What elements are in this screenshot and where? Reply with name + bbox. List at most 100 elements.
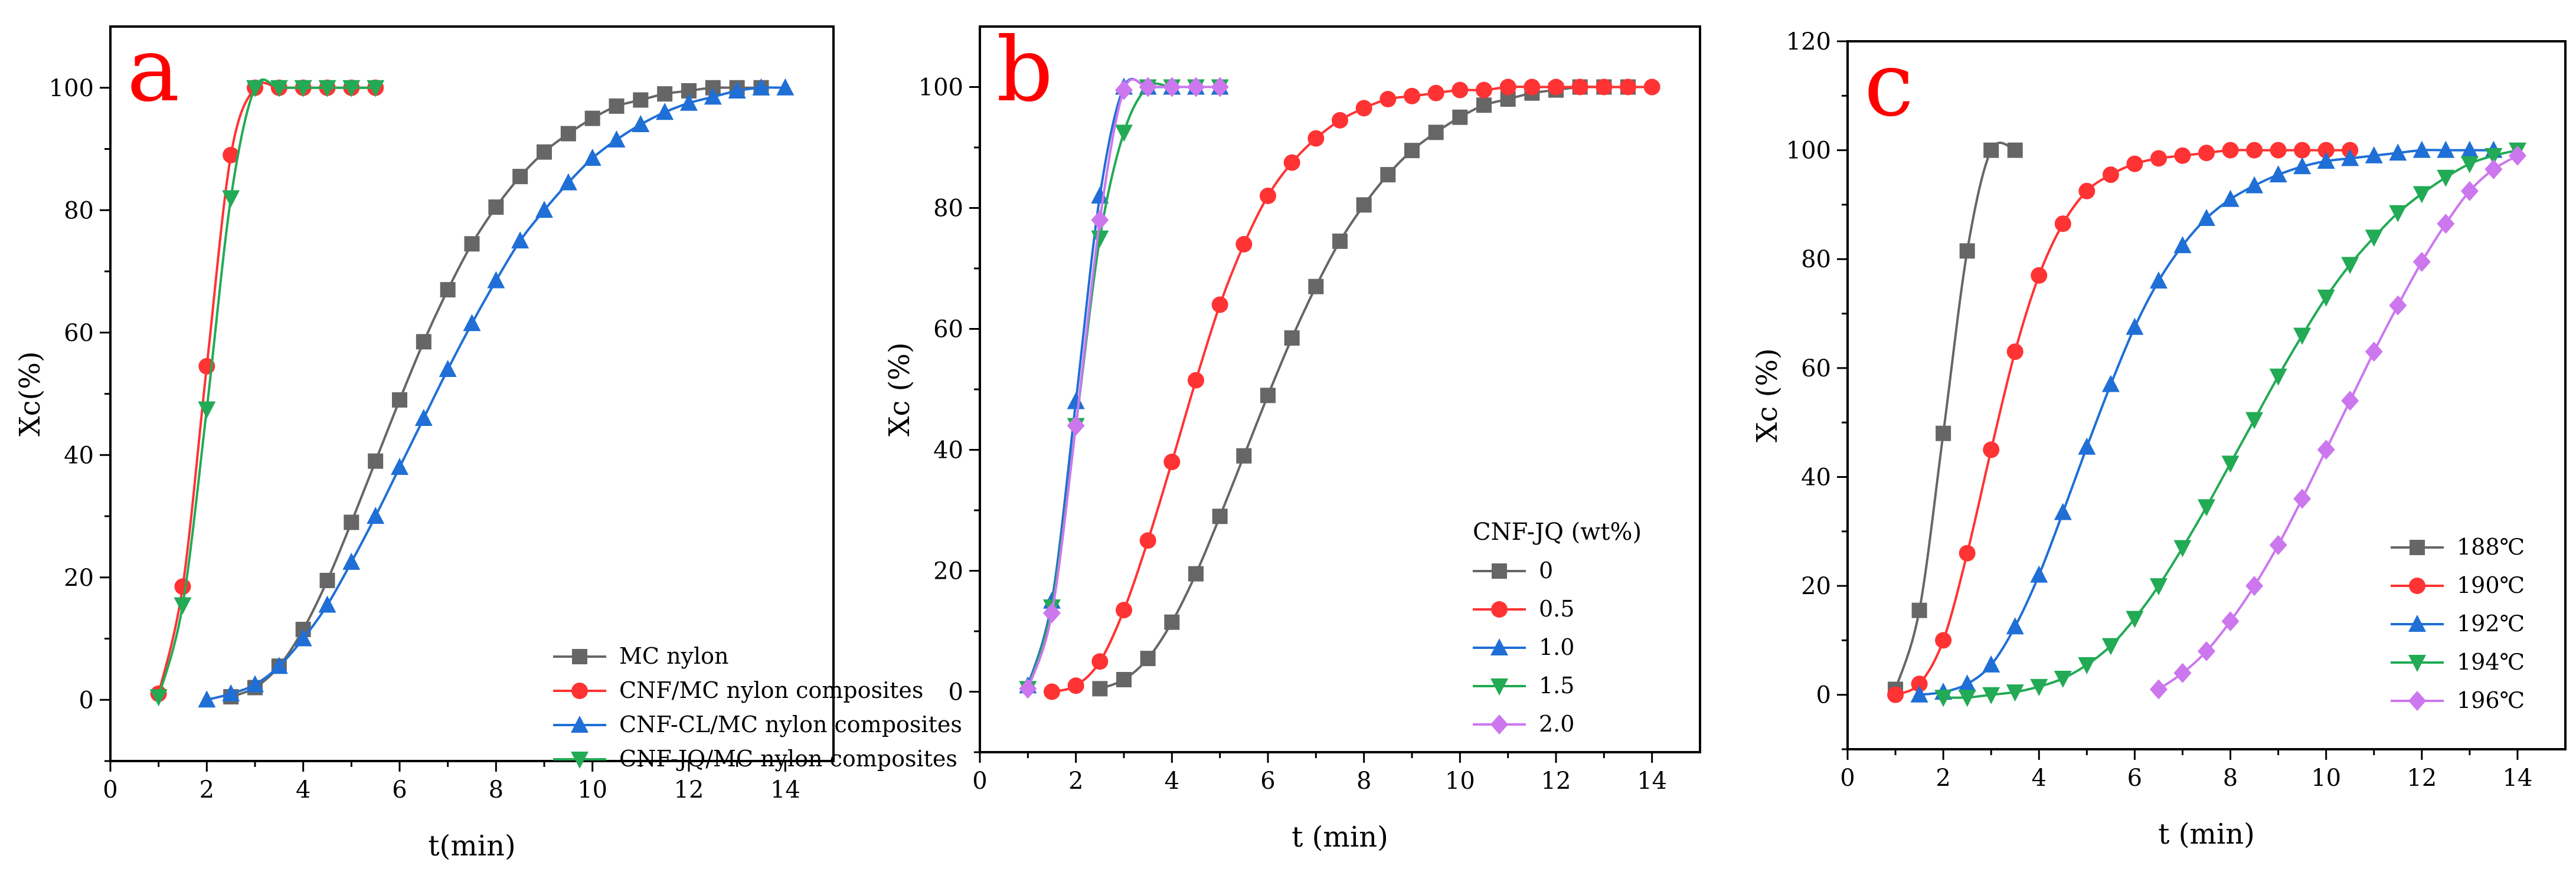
data-point <box>2365 146 2383 163</box>
data-point <box>1887 686 1904 703</box>
data-point <box>223 146 240 163</box>
x-tick-label-b: 12 <box>1541 768 1571 795</box>
data-point <box>1283 154 1300 171</box>
data-point <box>1284 330 1300 346</box>
x-tick-label-b: 6 <box>1260 768 1275 795</box>
data-point <box>1404 87 1420 104</box>
data-point <box>2221 189 2240 207</box>
legend-swatch-marker <box>1492 563 1507 579</box>
data-point <box>1307 130 1325 147</box>
data-point <box>270 80 288 97</box>
y-tick-label-c: 60 <box>1801 355 1831 382</box>
x-tick-label-b: 8 <box>1356 768 1371 795</box>
y-tick-label-c: 20 <box>1801 573 1831 600</box>
data-point <box>1260 188 1276 204</box>
legend-swatch-marker <box>571 752 589 769</box>
data-point <box>392 392 407 408</box>
data-point <box>1188 566 1204 582</box>
series-a-mc-nylon <box>223 80 769 705</box>
data-point <box>2437 214 2455 234</box>
x-tick-label-b: 0 <box>972 768 987 795</box>
x-tick-label-b: 2 <box>1068 768 1083 795</box>
data-point <box>1983 142 1999 158</box>
legend-swatch-marker <box>1490 638 1508 655</box>
panel-b: 0 2 4 6 8 10 12 14 0 20 40 60 80 100 t (min) Xc (%) b CNF… <box>883 19 1701 854</box>
data-point <box>2150 150 2167 167</box>
legend-swatch-marker <box>2408 615 2426 632</box>
data-point <box>198 401 216 419</box>
plot-frame-c <box>1846 40 2567 750</box>
y-tick-label-a: 20 <box>64 565 94 592</box>
x-tick-label-c: 4 <box>2032 765 2047 792</box>
x-tick-label-b: 10 <box>1445 768 1475 795</box>
data-point <box>1982 687 2000 704</box>
data-point <box>609 98 625 114</box>
legend-label: CNF-CL/MC nylon composites <box>619 711 962 737</box>
y-tick-label-c: 100 <box>1786 137 1831 165</box>
data-point <box>583 149 601 166</box>
data-point <box>270 657 288 674</box>
data-point <box>2341 149 2359 166</box>
legend-swatch-marker <box>571 683 588 699</box>
data-point <box>2198 641 2215 661</box>
legend-swatch-marker <box>572 649 587 664</box>
data-point <box>2317 142 2335 159</box>
data-point <box>1959 243 1975 259</box>
data-point <box>2173 540 2192 558</box>
series-c-188 <box>1888 142 2023 697</box>
data-point <box>198 690 216 708</box>
data-point <box>560 126 576 142</box>
legend-label: MC nylon <box>619 643 729 669</box>
data-point <box>1428 124 1444 140</box>
legend-swatch-marker <box>2408 691 2426 711</box>
data-point <box>1935 632 1952 649</box>
data-point <box>2054 503 2072 520</box>
data-point <box>1091 230 1109 248</box>
x-tick-label-c: 6 <box>2127 765 2142 792</box>
data-point <box>1936 425 1951 441</box>
data-point <box>2149 679 2168 700</box>
legend-swatch-marker <box>1491 601 1508 618</box>
data-point <box>2149 271 2168 289</box>
y-tick-label-b: 60 <box>933 316 963 343</box>
data-point <box>1404 143 1420 159</box>
data-point <box>1452 109 1468 125</box>
data-point <box>414 409 433 426</box>
data-point <box>2101 638 2120 655</box>
data-point <box>1164 614 1180 630</box>
data-point <box>1308 278 1324 294</box>
series-line-a-cnf-cl-mc-nylon-composites <box>206 86 786 701</box>
data-point <box>2293 327 2312 345</box>
data-point <box>2149 578 2168 596</box>
data-point <box>2078 182 2096 199</box>
data-point <box>1043 603 1061 624</box>
y-tick-label-a: 60 <box>64 320 94 347</box>
data-point <box>2389 143 2407 161</box>
data-point <box>1211 296 1228 313</box>
x-tick-label-b: 14 <box>1637 768 1667 795</box>
data-point <box>2245 412 2264 429</box>
data-point <box>1019 678 1037 699</box>
legend-label: 196℃ <box>2457 687 2525 713</box>
data-point <box>1596 78 1613 96</box>
data-point <box>222 190 240 208</box>
data-point <box>294 629 312 647</box>
series-c-192 <box>1910 140 2503 703</box>
data-point <box>1910 685 1928 703</box>
data-point <box>511 231 529 249</box>
data-point <box>656 103 674 120</box>
data-point <box>1643 78 1660 96</box>
legend-b: CNF-JQ (wt%) 0 0.5 1.0 1.5 2.0 <box>1473 519 1642 737</box>
data-point <box>2389 295 2407 316</box>
data-point <box>246 675 264 693</box>
legend-swatch-marker <box>2408 655 2426 672</box>
data-point <box>318 595 336 613</box>
data-point <box>1571 78 1588 96</box>
x-tick-label-c: 0 <box>1840 765 1855 792</box>
data-point <box>439 360 457 377</box>
data-point <box>2341 391 2359 411</box>
legend-label: 0 <box>1539 558 1553 583</box>
data-point <box>2245 576 2264 596</box>
data-point <box>2246 142 2263 159</box>
data-point <box>584 110 600 126</box>
